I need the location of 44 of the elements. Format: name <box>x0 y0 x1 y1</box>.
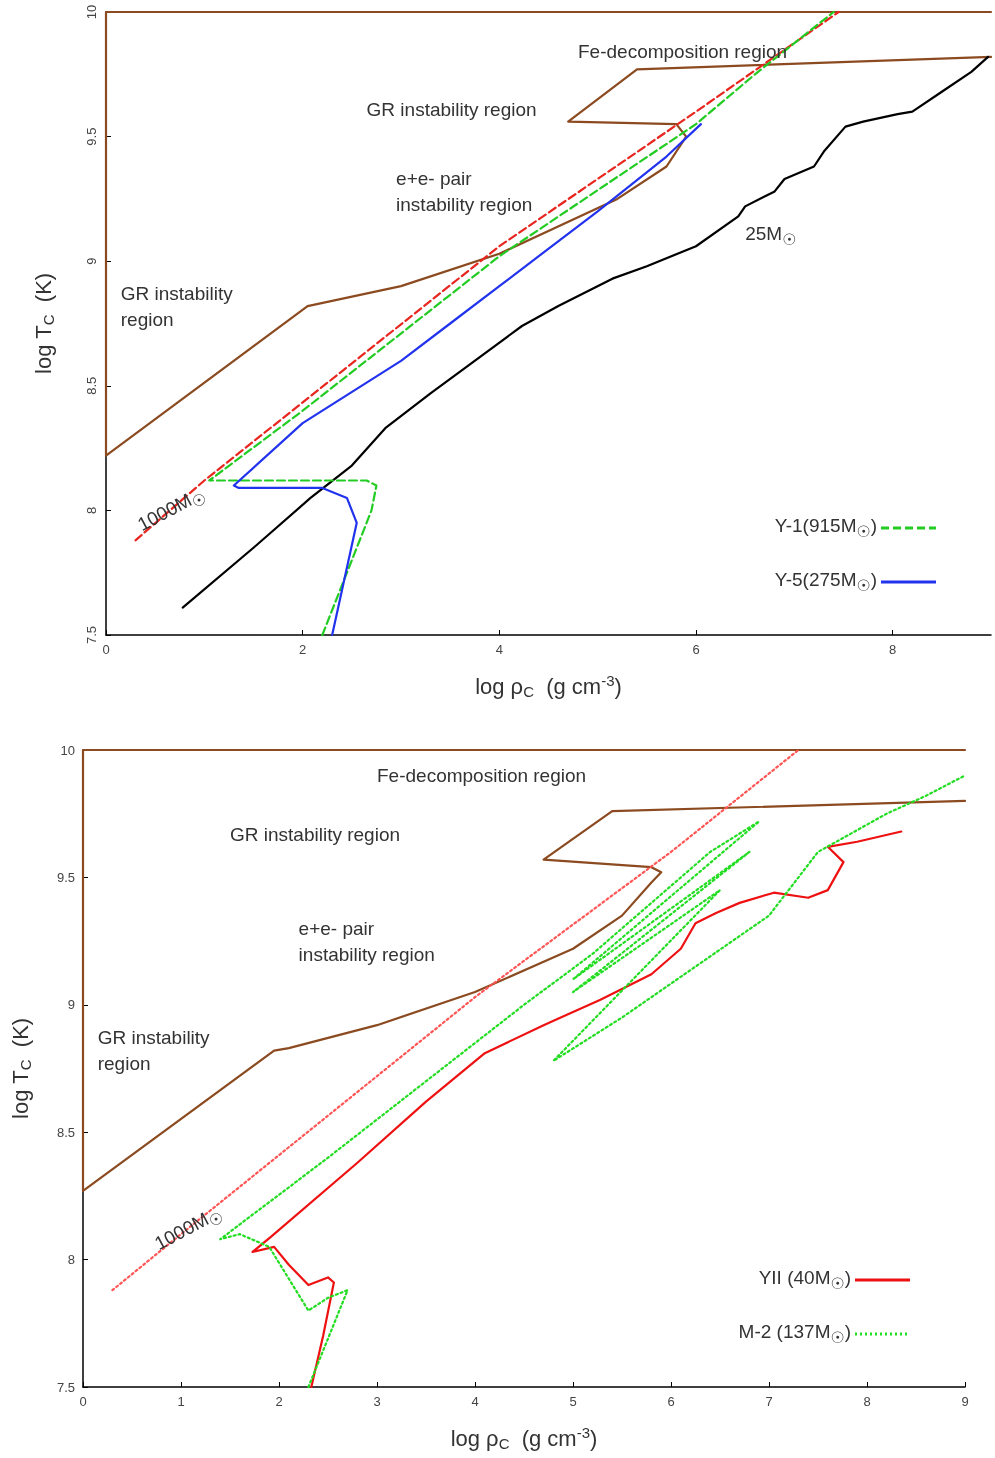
x-tick-label: 7 <box>765 1394 773 1409</box>
y-tick-label: 9.5 <box>56 869 75 885</box>
y-tick-label: 8.5 <box>56 1124 75 1140</box>
y-tick-label: 9 <box>84 257 99 265</box>
x-tick-label: 6 <box>692 642 700 657</box>
line-series <box>232 123 703 637</box>
line-series <box>81 748 967 1192</box>
x-tick-label: 4 <box>471 1394 479 1409</box>
annotation: GR instability region <box>230 823 401 845</box>
annotation: 25M$_{☉}$ <box>745 223 797 250</box>
y-tick-label: 9.5 <box>84 127 99 146</box>
annotation: e+e- pair instability region <box>396 167 533 215</box>
y-tick-label: 7.5 <box>84 625 99 645</box>
x-tick-label: 8 <box>889 642 897 657</box>
x-tick-label: 6 <box>667 1394 675 1409</box>
x-tick-label: 8 <box>863 1394 871 1409</box>
legend-label: Y-5(275M$_{☉}$) <box>774 569 877 595</box>
legend-label: M-2 (137M$_{☉}$) <box>738 1321 851 1347</box>
x-tick-label: 0 <box>79 1394 87 1409</box>
x-tick-label: 2 <box>299 642 307 657</box>
annotation: Fe-decomposition region <box>377 764 587 786</box>
annotation: GR instability region <box>120 282 234 330</box>
y-tick-label: 9 <box>67 997 75 1013</box>
line-series <box>104 10 993 457</box>
y-axis-title: log TC (K) <box>7 1017 34 1119</box>
y-tick-label: 8.5 <box>84 376 99 395</box>
legend-label: YII (40M$_{☉}$) <box>758 1267 851 1294</box>
annotation: GR instability region <box>97 1027 211 1075</box>
x-tick-label: 3 <box>373 1394 381 1409</box>
x-tick-label: 0 <box>102 642 110 657</box>
y-axis-title: log TC (K) <box>30 272 57 374</box>
legend-label: Y-1(915M$_{☉}$) <box>774 515 877 542</box>
x-tick-label: 9 <box>961 1394 969 1409</box>
y-tick-label: 10 <box>60 742 75 758</box>
annotation: GR instability region <box>366 98 537 120</box>
x-tick-label: 2 <box>275 1394 283 1409</box>
x-tick-label: 5 <box>569 1394 577 1409</box>
x-tick-label: 4 <box>495 642 503 657</box>
y-tick-label: 10 <box>84 4 99 20</box>
annotation: e+e- pair instability region <box>298 917 435 965</box>
y-tick-label: 8 <box>67 1252 75 1268</box>
y-tick-label: 8 <box>84 506 99 515</box>
x-tick-label: 1 <box>177 1394 185 1409</box>
y-tick-label: 7.5 <box>56 1379 75 1395</box>
